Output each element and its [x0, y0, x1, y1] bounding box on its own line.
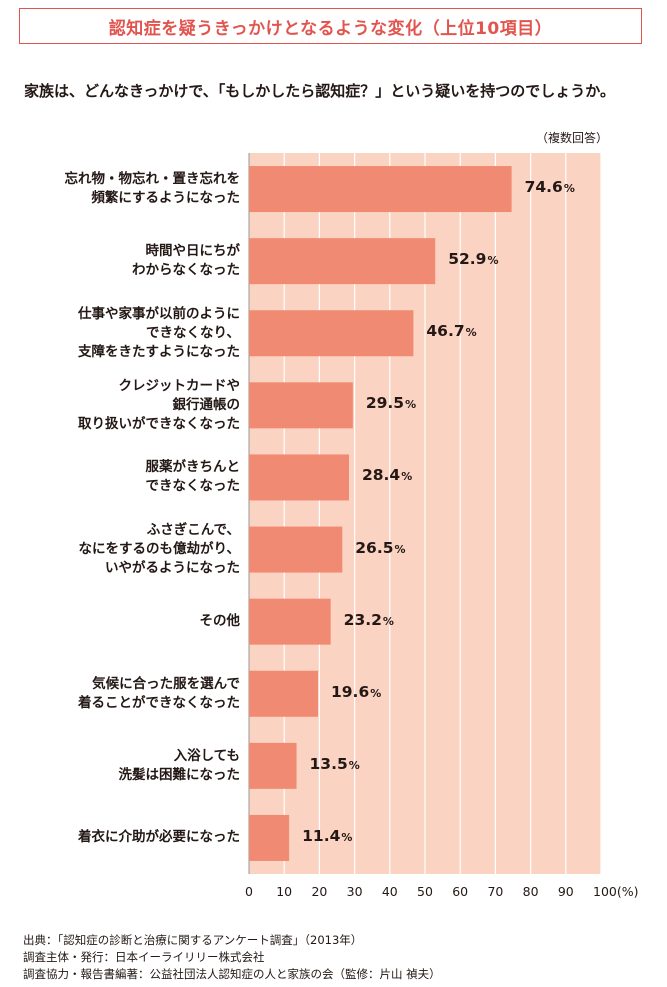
- value-number: 28.4: [361, 466, 401, 485]
- value-number: 29.5: [365, 394, 405, 413]
- value-unit: %: [405, 398, 417, 412]
- x-tick-label: 70: [487, 884, 504, 899]
- value-label: 74.6%: [525, 178, 575, 196]
- x-tick-label: 20: [311, 884, 328, 899]
- x-tick-label: 60: [452, 884, 469, 899]
- value-unit: %: [465, 326, 477, 340]
- bar: [249, 382, 353, 429]
- category-label: ふさぎこんで、 なにをするのも億劫がり、 いやがるようになった: [78, 522, 240, 577]
- value-number: 26.5: [355, 538, 394, 557]
- value-label: 26.5%: [355, 539, 405, 557]
- value-label: 29.5%: [366, 394, 416, 412]
- value-label: 19.6%: [331, 683, 381, 701]
- category-label: 気候に合った服を選んで 着ることができなくなった: [78, 675, 240, 711]
- footer-source: 出典：「認知症の診断と治療に関するアンケート調査」（2013年）: [23, 933, 363, 947]
- x-tick-label: 30: [346, 884, 363, 899]
- bar: [249, 814, 290, 861]
- bar: [249, 454, 349, 501]
- value-unit: %: [341, 830, 353, 844]
- footer-cooperation: 調査協力・報告書編著：公益社団法人認知症の人と家族の会（監修：片山 禎夫）: [23, 967, 441, 981]
- x-tick-label: 40: [381, 884, 398, 899]
- value-number: 23.2: [343, 610, 382, 629]
- value-unit: %: [563, 182, 575, 196]
- chart-title: 認知症を疑うきっかけとなるような変化（上位10項目）: [108, 18, 553, 39]
- x-tick-label: 80: [522, 884, 539, 899]
- x-tick-label: 0: [245, 884, 253, 899]
- category-label: 時間や日にちが わからなくなった: [132, 243, 240, 279]
- category-label: クレジットカードや 銀行通帳の 取り扱いができなくなった: [78, 377, 240, 432]
- bar: [249, 310, 414, 357]
- value-number: 74.6: [524, 178, 563, 197]
- question-text: 家族は、どんなきっかけで、「もしかしたら認知症？」という疑いを持つのでしょうか。: [24, 82, 616, 100]
- value-unit: %: [382, 614, 394, 628]
- x-tick-label: 90: [557, 884, 574, 899]
- bar: [249, 238, 436, 285]
- value-label: 23.2%: [344, 611, 394, 629]
- value-unit: %: [401, 470, 413, 484]
- category-label: 仕事や家事が以前のように できなくなり、 支障をきたすようになった: [78, 305, 240, 360]
- value-unit: %: [487, 254, 499, 268]
- value-label: 46.7%: [426, 322, 476, 340]
- value-number: 11.4: [302, 826, 341, 845]
- value-label: 28.4%: [362, 466, 412, 484]
- value-number: 52.9: [448, 250, 487, 269]
- category-label: その他: [199, 613, 241, 630]
- title-box: 認知症を疑うきっかけとなるような変化（上位10項目）: [19, 8, 642, 44]
- category-label: 忘れ物・物忘れ・置き忘れを 頻繁にするようになった: [64, 171, 241, 207]
- value-label: 13.5%: [310, 755, 360, 773]
- category-label: 入浴しても 洗髪は困難になった: [118, 747, 241, 783]
- value-unit: %: [370, 686, 382, 700]
- category-label: 着衣に介助が必要になった: [78, 829, 240, 846]
- bar: [249, 526, 343, 573]
- category-label: 服薬がきちんと できなくなった: [145, 459, 241, 495]
- value-label: 11.4%: [302, 827, 352, 845]
- x-tick-label: 50: [417, 884, 433, 899]
- bar: [249, 166, 512, 213]
- value-unit: %: [394, 542, 406, 556]
- bar: [249, 670, 318, 717]
- value-unit: %: [348, 758, 360, 772]
- footer-publisher: 調査主体・発行：日本イーライリリー株式会社: [23, 950, 265, 964]
- multiple-answer-note: （複数回答）: [536, 131, 609, 145]
- x-tick-label: 100(%): [593, 884, 639, 899]
- x-tick-label: 10: [276, 884, 293, 899]
- bar: [249, 598, 331, 645]
- value-number: 13.5: [309, 754, 348, 773]
- value-label: 52.9%: [448, 250, 498, 268]
- value-number: 19.6: [330, 682, 370, 701]
- value-number: 46.7: [426, 322, 465, 341]
- bar: [249, 742, 297, 789]
- source-footer: 出典：「認知症の診断と治療に関するアンケート調査」（2013年） 調査主体・発行…: [23, 932, 441, 983]
